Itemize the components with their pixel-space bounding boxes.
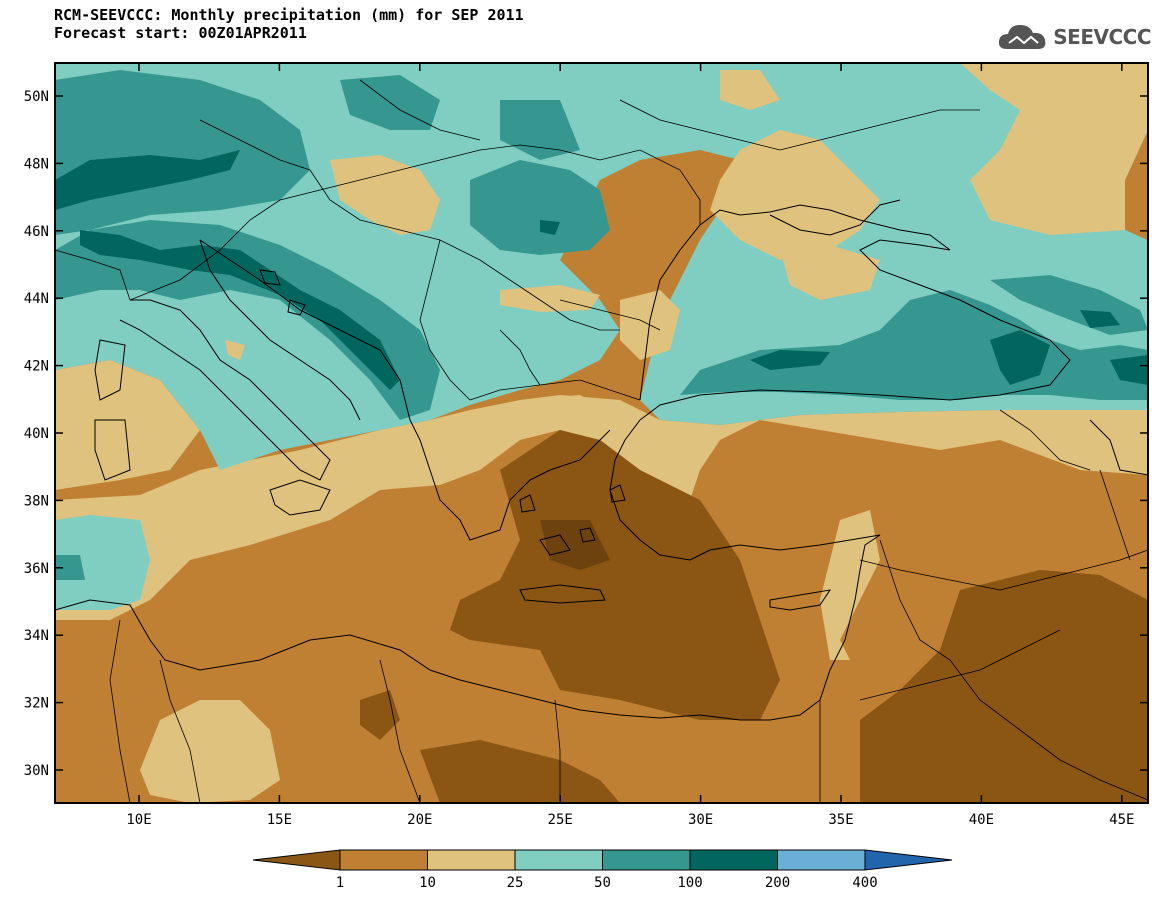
coastlines xyxy=(55,199,1148,721)
colorbar-label: 400 xyxy=(852,875,877,891)
lon-label: 10E xyxy=(126,812,151,828)
country-borders xyxy=(55,79,1148,803)
lat-label: 48N xyxy=(24,156,49,172)
lat-label: 36N xyxy=(24,561,49,577)
colorbar-label: 100 xyxy=(677,875,702,891)
lat-label: 44N xyxy=(24,291,49,307)
lat-label: 30N xyxy=(24,763,49,779)
lon-label: 15E xyxy=(267,812,292,828)
colorbar-label: 25 xyxy=(507,875,524,891)
seevccc-logo: SEEVCCC xyxy=(997,22,1151,52)
cloud-icon xyxy=(999,25,1046,49)
colorbar-segment xyxy=(514,849,603,871)
longitude-axis: 10E 15E 20E 25E 30E 35E 40E 45E xyxy=(126,63,1134,828)
colorbar-segment xyxy=(339,849,428,871)
colorbar-label: 1 xyxy=(336,875,344,891)
lat-label: 50N xyxy=(24,89,49,105)
colorbar-max-arrow xyxy=(864,849,953,871)
lat-label: 40N xyxy=(24,426,49,442)
lat-label: 38N xyxy=(24,493,49,509)
lon-label: 25E xyxy=(548,812,573,828)
lat-label: 34N xyxy=(24,628,49,644)
colorbar-legend: 1 10 25 50 100 200 400 xyxy=(252,849,953,891)
latitude-axis: 50N 48N 46N 44N 42N 40N 38N 36N 34N 32N 30N xyxy=(24,89,1148,779)
colorbar-label: 10 xyxy=(419,875,436,891)
colorbar-label: 50 xyxy=(594,875,611,891)
colorbar-segment xyxy=(602,849,691,871)
title-line-2: Forecast start: 00Z01APR2011 xyxy=(54,24,307,42)
colorbar-segment xyxy=(777,849,866,871)
lat-label: 46N xyxy=(24,224,49,240)
colorbar-segment xyxy=(427,849,516,871)
lat-label: 32N xyxy=(24,696,49,712)
lat-label: 42N xyxy=(24,359,49,375)
lon-label: 45E xyxy=(1109,812,1134,828)
map-title: RCM-SEEVCCC: Monthly precipitation (mm) … xyxy=(54,6,524,42)
lon-label: 40E xyxy=(969,812,994,828)
colorbar-segment xyxy=(689,849,778,871)
lon-label: 20E xyxy=(407,812,432,828)
colorbar-label: 200 xyxy=(765,875,790,891)
title-line-1: RCM-SEEVCCC: Monthly precipitation (mm) … xyxy=(54,6,524,24)
colorbar-min-arrow xyxy=(252,849,341,871)
lon-label: 35E xyxy=(828,812,853,828)
precip-field xyxy=(55,63,1148,803)
logo-text: SEEVCCC xyxy=(1053,25,1151,49)
lon-label: 30E xyxy=(688,812,713,828)
